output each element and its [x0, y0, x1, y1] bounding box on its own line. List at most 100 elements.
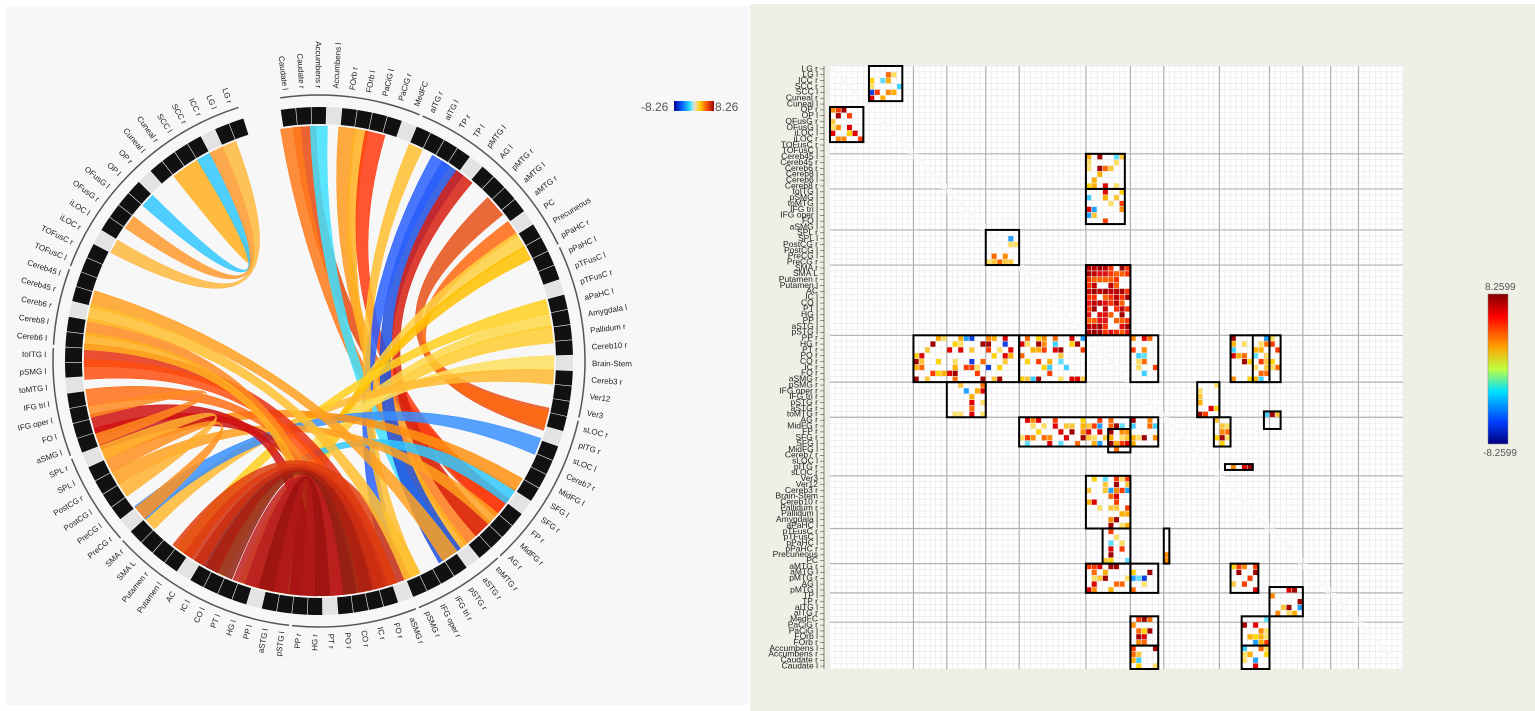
node-arc	[72, 286, 93, 306]
matrix-cell	[935, 370, 941, 376]
matrix-cell	[1086, 294, 1092, 300]
node-label: IFG oper l	[17, 416, 54, 433]
matrix-cell	[1253, 634, 1259, 640]
matrix-cell	[1125, 288, 1131, 295]
matrix-row-label: Caudate r	[781, 655, 818, 665]
matrix-cell	[1008, 259, 1014, 265]
matrix-cell	[1114, 288, 1119, 295]
matrix-cell	[1114, 440, 1119, 447]
matrix-cell	[1125, 522, 1131, 529]
matrix-cell	[919, 364, 925, 371]
matrix-cell	[1241, 651, 1247, 657]
matrix-cell	[952, 376, 958, 382]
matrix-row-label: SMA r	[795, 262, 818, 272]
matrix-row-label: pPaHC l	[786, 537, 818, 547]
matrix-cell	[1114, 195, 1119, 201]
matrix-cell	[830, 124, 836, 131]
diagonal-cell	[1091, 341, 1098, 348]
node-arc	[393, 581, 413, 603]
matrix-cell	[1269, 411, 1275, 417]
matrix-grid	[829, 65, 1404, 670]
matrix-cell	[1080, 417, 1086, 423]
matrix-cell	[1152, 423, 1158, 429]
node-arc	[526, 237, 548, 259]
matrix-cell	[1030, 347, 1036, 353]
matrix-row-label: PreCG r	[787, 256, 818, 266]
matrix-cell	[1047, 364, 1053, 371]
node-arc	[141, 530, 164, 553]
node-arc	[518, 224, 541, 246]
matrix-cell	[1002, 253, 1008, 259]
diagonal-cell	[874, 112, 881, 119]
node-label: Ver3	[586, 409, 604, 421]
matrix-cell	[1230, 563, 1236, 570]
node-arc	[501, 199, 525, 222]
matrix-cell	[1258, 341, 1264, 347]
node-label: LG r	[220, 87, 234, 105]
node-label: pTFusC l	[573, 251, 607, 271]
diagonal-cell	[1191, 446, 1198, 453]
node-label: PT r	[326, 634, 336, 650]
matrix-cell	[1141, 347, 1147, 353]
node-label: IFG tri l	[23, 400, 51, 413]
node-arc	[82, 447, 104, 467]
matrix-block-outline	[1229, 334, 1271, 384]
matrix-cell	[980, 411, 986, 417]
matrix-cell	[1086, 587, 1092, 593]
matrix-cell	[1130, 417, 1136, 423]
matrix-cell	[1253, 587, 1259, 593]
node-arc	[499, 503, 522, 526]
node-arc	[152, 540, 175, 563]
matrix-cell	[1125, 329, 1131, 336]
matrix-row-label: FOrb l	[794, 631, 818, 641]
matrix-cell	[1108, 294, 1114, 300]
matrix-row-label: ICC r	[798, 75, 818, 85]
matrix-cell	[997, 376, 1003, 382]
matrix-block-outline	[1223, 463, 1254, 471]
diagonal-cell	[1052, 300, 1059, 307]
matrix-cell	[1091, 435, 1097, 441]
matrix-cell	[1086, 271, 1092, 277]
matrix-cell	[1130, 651, 1136, 657]
matrix-cell	[1264, 364, 1270, 371]
matrix-cell	[1102, 183, 1108, 189]
matrix-row-label: AG r	[801, 415, 819, 425]
matrix-cell	[1108, 563, 1114, 570]
node-arc	[482, 176, 505, 199]
matrix-cell	[1141, 634, 1147, 640]
matrix-cell	[1241, 622, 1247, 628]
matrix-cell	[1114, 476, 1119, 482]
node-label: aSTG l	[256, 628, 270, 654]
matrix-cell	[1097, 318, 1103, 324]
diagonal-cell	[1297, 557, 1303, 564]
matrix-cell	[1130, 347, 1136, 353]
connection-ribbon	[144, 369, 555, 530]
matrix-cell	[1091, 306, 1097, 312]
matrix-cell	[1086, 329, 1092, 336]
node-label: FP r	[529, 529, 547, 546]
node-arc	[492, 187, 515, 210]
matrix-cell	[986, 259, 992, 265]
matrix-cell	[1219, 423, 1225, 429]
matrix-cell	[969, 411, 975, 417]
matrix-cell	[1108, 312, 1114, 318]
matrix-cell	[1091, 318, 1097, 324]
matrix-cell	[1069, 335, 1075, 341]
diagonal-cell	[991, 235, 997, 242]
node-label: Cereb6 l	[16, 331, 47, 343]
matrix-cell	[980, 382, 986, 388]
matrix-cell	[1025, 341, 1030, 347]
node-arc	[337, 595, 354, 615]
matrix-row-label: MedFC	[790, 614, 818, 624]
matrix-cell	[1097, 417, 1103, 423]
matrix-cell	[1247, 575, 1253, 581]
node-label: iLOC r	[58, 213, 83, 232]
matrix-cell	[1108, 435, 1114, 441]
matrix-cell	[1269, 341, 1275, 347]
matrix-cell	[1069, 429, 1075, 435]
matrix-cell	[841, 136, 847, 142]
matrix-cell	[830, 118, 836, 125]
matrix-cell	[1130, 435, 1136, 441]
matrix-block-outline	[1162, 527, 1171, 565]
matrix-cell	[1230, 335, 1236, 341]
